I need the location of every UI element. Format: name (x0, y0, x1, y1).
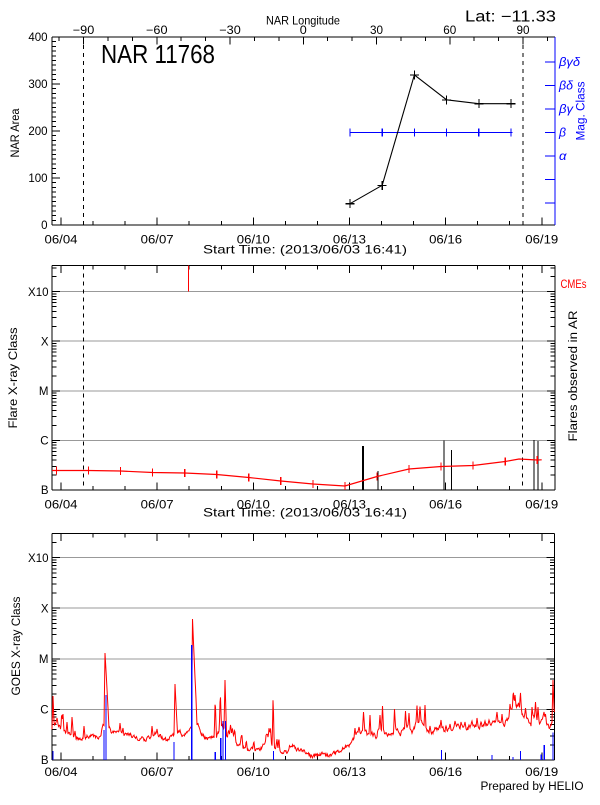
svg-text:B: B (41, 755, 49, 767)
svg-text:Flares observed in AR: Flares observed in AR (568, 311, 580, 442)
svg-text:06/07: 06/07 (141, 500, 174, 512)
svg-text:Mag. Class: Mag. Class (576, 81, 588, 140)
svg-text:100: 100 (28, 173, 47, 185)
svg-text:06/07: 06/07 (141, 767, 174, 779)
svg-text:06/07: 06/07 (141, 235, 174, 247)
svg-text:X: X (41, 336, 49, 348)
svg-text:−30: −30 (219, 25, 241, 37)
svg-text:06/16: 06/16 (429, 235, 462, 247)
svg-text:06/13: 06/13 (333, 500, 366, 512)
svg-text:Lat: −11.33: Lat: −11.33 (465, 8, 556, 25)
svg-text:GOES X-ray Class: GOES X-ray Class (11, 596, 23, 695)
svg-text:Flare X-ray Class: Flare X-ray Class (8, 327, 20, 428)
svg-text:06/04: 06/04 (45, 500, 79, 512)
svg-text:30: 30 (370, 25, 383, 37)
svg-text:−60: −60 (146, 25, 168, 37)
svg-text:−90: −90 (73, 25, 95, 37)
svg-text:β: β (558, 125, 566, 139)
svg-text:06/16: 06/16 (429, 500, 462, 512)
svg-text:NAR Longitude: NAR Longitude (266, 14, 340, 28)
svg-text:200: 200 (28, 126, 47, 138)
svg-text:CMEs: CMEs (561, 279, 587, 291)
svg-text:06/19: 06/19 (525, 500, 558, 512)
svg-text:0: 0 (300, 25, 307, 37)
svg-text:06/13: 06/13 (333, 235, 366, 247)
svg-text:06/04: 06/04 (45, 767, 79, 779)
svg-text:0: 0 (41, 220, 47, 232)
svg-text:90: 90 (517, 25, 530, 37)
svg-text:06/10: 06/10 (237, 235, 270, 247)
svg-text:400: 400 (28, 32, 47, 44)
svg-text:Start Time: (2013/06/03 16:41): Start Time: (2013/06/03 16:41) (203, 243, 407, 257)
svg-text:06/10: 06/10 (237, 500, 270, 512)
svg-text:06/04: 06/04 (45, 235, 79, 247)
svg-text:NAR 11768: NAR 11768 (101, 39, 215, 69)
svg-text:06/19: 06/19 (525, 767, 558, 779)
svg-text:06/19: 06/19 (525, 235, 558, 247)
svg-text:βδ: βδ (558, 78, 573, 92)
svg-text:06/13: 06/13 (333, 767, 366, 779)
svg-text:C: C (40, 705, 48, 717)
svg-text:βγδ: βγδ (558, 55, 580, 69)
svg-text:Start Time: (2013/06/03 16:41): Start Time: (2013/06/03 16:41) (203, 506, 407, 520)
svg-text:M: M (39, 386, 49, 398)
svg-text:Prepared by HELIO: Prepared by HELIO (481, 781, 584, 793)
svg-text:06/10: 06/10 (237, 767, 270, 779)
svg-text:C: C (40, 436, 48, 448)
svg-text:NAR Area: NAR Area (10, 108, 22, 158)
svg-text:α: α (559, 149, 568, 163)
svg-text:300: 300 (28, 79, 47, 91)
svg-text:M: M (39, 654, 49, 666)
svg-text:X: X (41, 603, 49, 615)
svg-text:X10: X10 (28, 287, 48, 299)
svg-text:X10: X10 (28, 553, 48, 565)
svg-text:06/16: 06/16 (429, 767, 462, 779)
svg-text:βγ: βγ (558, 102, 574, 116)
svg-text:B: B (41, 485, 49, 497)
svg-text:60: 60 (443, 25, 456, 37)
